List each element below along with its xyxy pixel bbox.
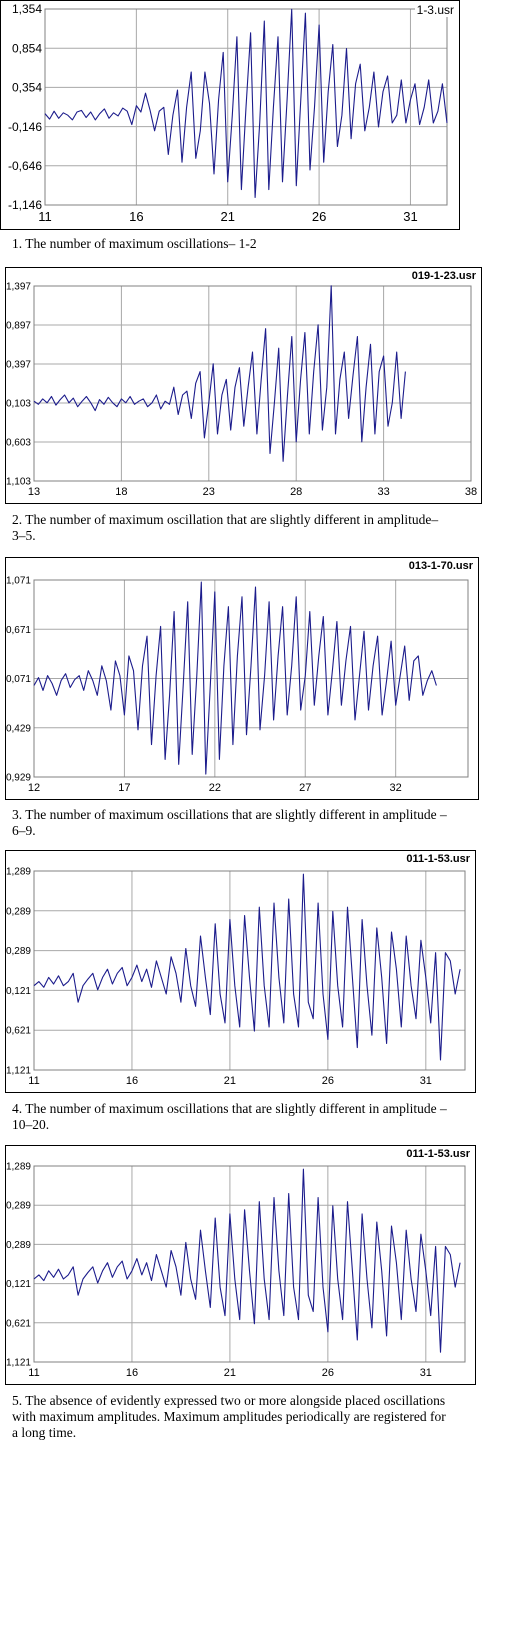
y-tick-label: 1,289 bbox=[6, 1162, 31, 1173]
x-tick-label: 17 bbox=[118, 782, 130, 794]
x-tick-label: 11 bbox=[28, 1367, 39, 1379]
y-tick-label: 0,289 bbox=[6, 906, 31, 917]
x-tick-label: 26 bbox=[312, 209, 326, 224]
x-tick-label: 26 bbox=[322, 1075, 334, 1087]
caption-2: 2. The number of maximum oscillation tha… bbox=[12, 512, 439, 543]
chart-3-file-label: 013-1-70.usr bbox=[406, 560, 475, 572]
chart-frame-1: 1,354 0,854 0,354 -0,146 -0,646 -1,146 11 16 21 2… bbox=[0, 0, 460, 230]
plot-area bbox=[33, 1165, 466, 1363]
y-tick-label: -0,121 bbox=[6, 986, 31, 997]
plot-area bbox=[33, 285, 472, 482]
series-line bbox=[33, 1168, 461, 1353]
x-tick-label: 28 bbox=[290, 486, 302, 498]
x-tick-label: 11 bbox=[38, 209, 52, 224]
chart-4-file-label: 011-1-53.usr bbox=[404, 853, 472, 865]
caption-1: 1. The number of maximum oscillations– 1… bbox=[12, 236, 257, 251]
series-line bbox=[33, 581, 437, 775]
x-tick-label: 23 bbox=[203, 486, 215, 498]
caption-5: 5. The absence of evidently expressed tw… bbox=[12, 1393, 446, 1440]
x-tick-label: 12 bbox=[28, 782, 40, 794]
x-tick-label: 13 bbox=[28, 486, 40, 498]
y-tick-label: -0,646 bbox=[8, 159, 42, 173]
y-tick-label: -0,621 bbox=[6, 1026, 31, 1037]
x-tick-label: 16 bbox=[126, 1367, 138, 1379]
y-tick-label: -1,121 bbox=[6, 1358, 31, 1369]
y-tick-label: 0,289 bbox=[6, 1201, 31, 1212]
x-tick-label: 31 bbox=[403, 209, 417, 224]
x-tick-label: 26 bbox=[322, 1367, 334, 1379]
x-tick-label: 21 bbox=[224, 1367, 236, 1379]
x-tick-label: 32 bbox=[390, 782, 402, 794]
chart-2-file-label: 019-1-23.usr bbox=[409, 270, 478, 282]
y-tick-label: 1,071 bbox=[6, 576, 31, 587]
y-tick-label: 1,354 bbox=[12, 2, 42, 16]
x-tick-label: 16 bbox=[126, 1075, 138, 1087]
caption-3: 3. The number of maximum oscillations th… bbox=[12, 807, 447, 838]
y-tick-label: -1,146 bbox=[8, 198, 42, 212]
y-tick-label: -0,929 bbox=[6, 773, 31, 784]
x-tick-label: 31 bbox=[420, 1075, 432, 1087]
plot-area bbox=[33, 579, 469, 778]
y-tick-label: -0,146 bbox=[8, 120, 42, 134]
x-tick-label: 22 bbox=[209, 782, 221, 794]
y-tick-label: 1,397 bbox=[6, 282, 31, 293]
y-tick-label: -0,121 bbox=[6, 1279, 31, 1290]
x-tick-label: 27 bbox=[299, 782, 311, 794]
y-tick-label: 0,397 bbox=[6, 360, 31, 371]
y-tick-label: 0,354 bbox=[12, 81, 42, 95]
plot-area bbox=[33, 870, 466, 1071]
y-tick-label: -0,103 bbox=[6, 399, 31, 410]
y-tick-label: 1,289 bbox=[6, 867, 31, 878]
x-tick-label: 38 bbox=[465, 486, 477, 498]
caption-4: 4. The number of maximum oscillations th… bbox=[12, 1101, 447, 1132]
x-tick-label: 11 bbox=[28, 1075, 39, 1087]
y-tick-label: -1,103 bbox=[6, 477, 31, 488]
y-tick-label: -0,429 bbox=[6, 723, 31, 734]
chart-5-file-label: 011-1-53.usr bbox=[404, 1148, 472, 1160]
x-tick-label: 31 bbox=[420, 1367, 432, 1379]
x-tick-label: 18 bbox=[115, 486, 127, 498]
y-tick-label: -0,603 bbox=[6, 438, 31, 449]
plot-area bbox=[44, 8, 448, 206]
series-line bbox=[33, 285, 406, 462]
y-tick-label: 0,289 bbox=[6, 946, 31, 957]
x-tick-label: 16 bbox=[129, 209, 143, 224]
x-tick-label: 21 bbox=[220, 209, 234, 224]
y-tick-label: -0,621 bbox=[6, 1318, 31, 1329]
chart-1-file-label: 1-3.usr bbox=[414, 3, 456, 17]
x-tick-label: 33 bbox=[377, 486, 389, 498]
series-line bbox=[33, 873, 461, 1061]
y-tick-label: 0,671 bbox=[6, 625, 31, 636]
y-tick-label: 0,897 bbox=[6, 321, 31, 332]
series-line bbox=[44, 8, 448, 199]
y-tick-label: 0,289 bbox=[6, 1240, 31, 1251]
y-tick-label: -1,121 bbox=[6, 1066, 31, 1077]
y-tick-label: 0,854 bbox=[12, 41, 42, 55]
x-tick-label: 21 bbox=[224, 1075, 236, 1087]
y-tick-label: 0,071 bbox=[6, 674, 31, 685]
